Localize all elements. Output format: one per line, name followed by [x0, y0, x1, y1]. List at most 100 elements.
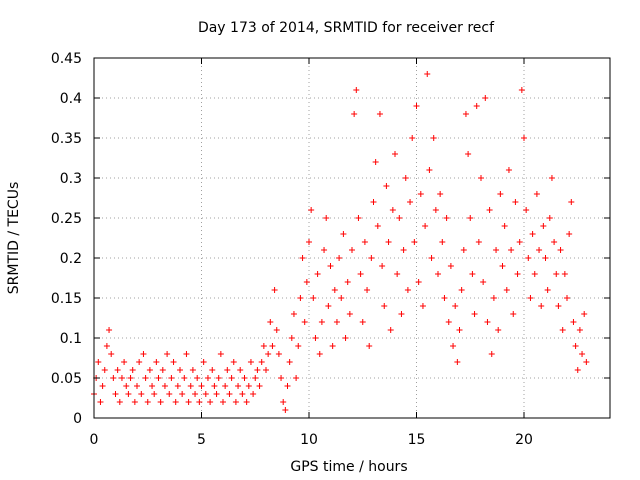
- data-point: [540, 223, 547, 229]
- data-point: [103, 343, 110, 349]
- data-point: [435, 271, 441, 277]
- data-point: [531, 271, 538, 277]
- data-point: [121, 359, 128, 365]
- data-point: [501, 223, 508, 229]
- data-point: [424, 71, 431, 77]
- data-point: [419, 303, 426, 309]
- data-point: [228, 375, 235, 381]
- data-point: [278, 375, 285, 381]
- data-point: [336, 255, 343, 261]
- data-point: [372, 159, 379, 165]
- data-point: [95, 359, 102, 365]
- data-point: [566, 231, 573, 237]
- data-point: [467, 215, 474, 221]
- x-tick-label: 0: [90, 432, 99, 448]
- data-point: [482, 95, 489, 101]
- data-point: [516, 239, 523, 245]
- data-point: [340, 231, 347, 237]
- data-point: [250, 391, 257, 397]
- data-point: [443, 215, 450, 221]
- data-point: [222, 383, 229, 389]
- y-tick-label: 0: [73, 411, 82, 427]
- data-point: [499, 263, 506, 269]
- data-point: [376, 111, 383, 117]
- data-point: [514, 271, 521, 277]
- data-point: [368, 255, 375, 261]
- data-point: [542, 255, 549, 261]
- data-point: [159, 367, 166, 373]
- data-point: [407, 199, 414, 205]
- data-point: [247, 359, 254, 365]
- data-point: [321, 247, 328, 253]
- data-point: [327, 263, 334, 269]
- data-point: [153, 359, 160, 365]
- data-point: [426, 167, 433, 173]
- data-point: [306, 239, 312, 245]
- data-point: [310, 295, 317, 301]
- data-point: [308, 207, 315, 213]
- data-point: [204, 375, 211, 381]
- data-point: [151, 391, 158, 397]
- data-point: [456, 327, 463, 333]
- data-point: [454, 359, 461, 365]
- y-tick-label: 0.2: [60, 251, 82, 267]
- data-point: [561, 271, 568, 277]
- data-point: [398, 311, 405, 317]
- data-point: [245, 383, 252, 389]
- data-point: [351, 111, 358, 117]
- data-point: [342, 335, 349, 341]
- data-point: [374, 223, 381, 229]
- data-point: [523, 207, 530, 213]
- data-point: [187, 383, 194, 389]
- data-point: [243, 399, 250, 405]
- data-point: [260, 343, 267, 349]
- data-point: [179, 391, 186, 397]
- data-point: [189, 367, 196, 373]
- data-point: [396, 215, 403, 221]
- data-point: [140, 351, 147, 357]
- data-point: [101, 367, 108, 373]
- data-point: [437, 191, 444, 197]
- y-tick-label: 0.35: [51, 131, 82, 147]
- data-point: [432, 207, 439, 213]
- data-point: [570, 319, 577, 325]
- data-point: [411, 239, 418, 245]
- data-point: [116, 399, 123, 405]
- data-point: [282, 407, 289, 413]
- data-point: [239, 391, 246, 397]
- data-point: [430, 135, 437, 141]
- data-point: [568, 199, 575, 205]
- data-point: [331, 287, 338, 293]
- data-point: [497, 191, 504, 197]
- data-point: [417, 191, 424, 197]
- data-point: [110, 375, 117, 381]
- data-point: [258, 359, 265, 365]
- data-point: [525, 255, 532, 261]
- data-point: [364, 287, 371, 293]
- x-tick-labels: 0 5 10 15 20: [90, 432, 533, 448]
- data-point: [297, 295, 304, 301]
- data-point: [488, 351, 495, 357]
- data-point: [383, 183, 390, 189]
- data-point: [484, 319, 491, 325]
- data-point: [505, 167, 512, 173]
- data-point: [553, 271, 560, 277]
- data-point: [183, 351, 190, 357]
- data-point: [271, 287, 278, 293]
- data-point: [200, 359, 207, 365]
- data-point: [168, 375, 175, 381]
- data-point: [490, 295, 497, 301]
- data-point: [185, 399, 192, 405]
- data-point: [157, 399, 164, 405]
- data-point: [224, 367, 231, 373]
- data-point: [510, 311, 517, 317]
- data-point: [452, 303, 459, 309]
- data-point: [366, 343, 373, 349]
- x-tick-label: 20: [515, 432, 533, 448]
- data-point: [215, 375, 222, 381]
- data-point: [450, 343, 457, 349]
- data-point: [370, 199, 377, 205]
- data-point: [415, 279, 422, 285]
- data-point: [394, 271, 401, 277]
- data-point: [142, 375, 149, 381]
